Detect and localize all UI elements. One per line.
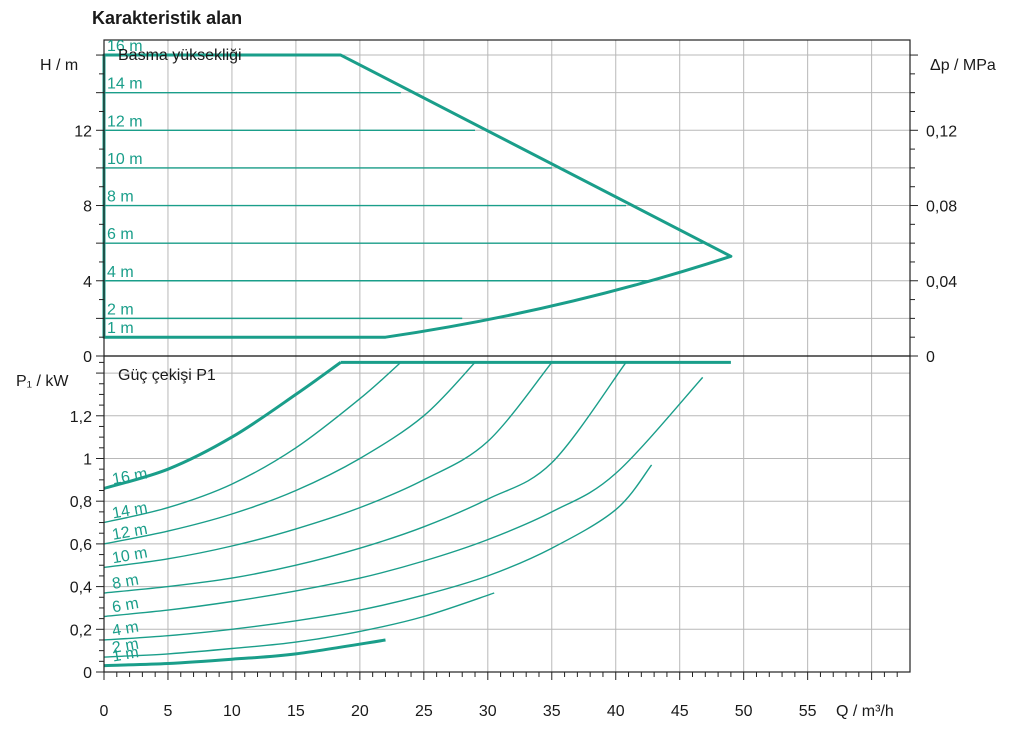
x-axis-label: Q / m³/h	[836, 703, 894, 720]
power-curve-16m	[103, 361, 342, 490]
head-curve-label: 1 m	[107, 320, 134, 337]
power-y-tick-label: 0	[83, 665, 92, 682]
head-y2-tick-label: 0,08	[926, 199, 957, 216]
x-tick-label: 50	[735, 703, 753, 720]
head-y-axis-label: H / m	[40, 57, 78, 74]
x-tick-label: 15	[287, 703, 305, 720]
head-y2-tick-label: 0,04	[926, 274, 957, 291]
power-curve-8m	[103, 361, 627, 594]
power-curve-label: 4 m	[111, 619, 140, 640]
power-curve-2m	[103, 592, 495, 658]
x-tick-label: 40	[607, 703, 625, 720]
x-tick-label: 25	[415, 703, 433, 720]
x-tick-label: 35	[543, 703, 561, 720]
head-y2-tick-label: 0,12	[926, 123, 957, 140]
x-tick-label: 55	[799, 703, 817, 720]
power-panel-frame	[103, 355, 911, 673]
power-y-axis-label: P₁ / kW	[16, 373, 69, 390]
head-curve-label: 10 m	[107, 151, 143, 168]
power-y-tick-label: 1,2	[70, 409, 92, 426]
x-tick-label: 10	[223, 703, 241, 720]
head-envelope	[102, 53, 733, 339]
power-y-tick-label: 0,8	[70, 494, 92, 511]
power-curve-label: 14 m	[111, 500, 149, 523]
x-tick-label: 45	[671, 703, 689, 720]
power-curve-12m	[103, 361, 476, 545]
series-layer	[102, 53, 733, 668]
page-title: Karakteristik alan	[92, 8, 243, 28]
head-curve-label: 6 m	[107, 226, 134, 243]
x-tick-label: 30	[479, 703, 497, 720]
head-curve-label: 14 m	[107, 76, 143, 93]
frame-layer	[96, 39, 918, 680]
x-tick-label: 5	[164, 703, 173, 720]
power-y-tick-label: 0,2	[70, 622, 92, 639]
head-y-tick-label: 12	[74, 123, 92, 140]
power-curve-14m	[103, 361, 402, 524]
power-y-tick-label: 0,6	[70, 537, 92, 554]
head-curve-label: 16 m	[107, 38, 143, 55]
power-curve-label: 1 m	[111, 644, 140, 665]
text-layer: 16 m14 m12 m10 m8 m6 m4 m2 m1 m16 m14 m1…	[16, 38, 996, 720]
power-curve-label: 10 m	[111, 544, 149, 567]
head-curve-label: 12 m	[107, 113, 143, 130]
power-curve-label: 12 m	[111, 521, 149, 544]
head-curve-label: 8 m	[107, 189, 134, 206]
x-tick-label: 20	[351, 703, 369, 720]
head-y-tick-label: 4	[83, 274, 92, 291]
power-y-tick-label: 0,4	[70, 580, 92, 597]
head-panel-frame	[103, 39, 911, 357]
head-panel-title: Basma yüksekliği	[118, 47, 242, 64]
head-y2-axis-label: Δp / MPa	[930, 57, 996, 74]
head-curve-label: 4 m	[107, 264, 134, 281]
head-y-tick-label: 0	[83, 349, 92, 366]
power-panel-title: Güç çekişi P1	[118, 367, 216, 384]
power-curve-label: 2 m	[111, 636, 140, 657]
power-curve-label: 6 m	[111, 595, 140, 616]
head-y2-tick-label: 0	[926, 349, 935, 366]
head-curve-label: 2 m	[107, 301, 134, 318]
power-curve-1m	[103, 638, 386, 668]
x-tick-label: 0	[100, 703, 109, 720]
power-curve-label: 16 m	[111, 465, 149, 488]
power-curve-6m	[103, 376, 704, 618]
power-curve-4m	[103, 464, 653, 641]
power-curve-label: 8 m	[111, 572, 140, 593]
head-y-tick-label: 8	[83, 199, 92, 216]
power-curve-10m	[103, 361, 553, 569]
power-y-tick-label: 1	[83, 451, 92, 468]
